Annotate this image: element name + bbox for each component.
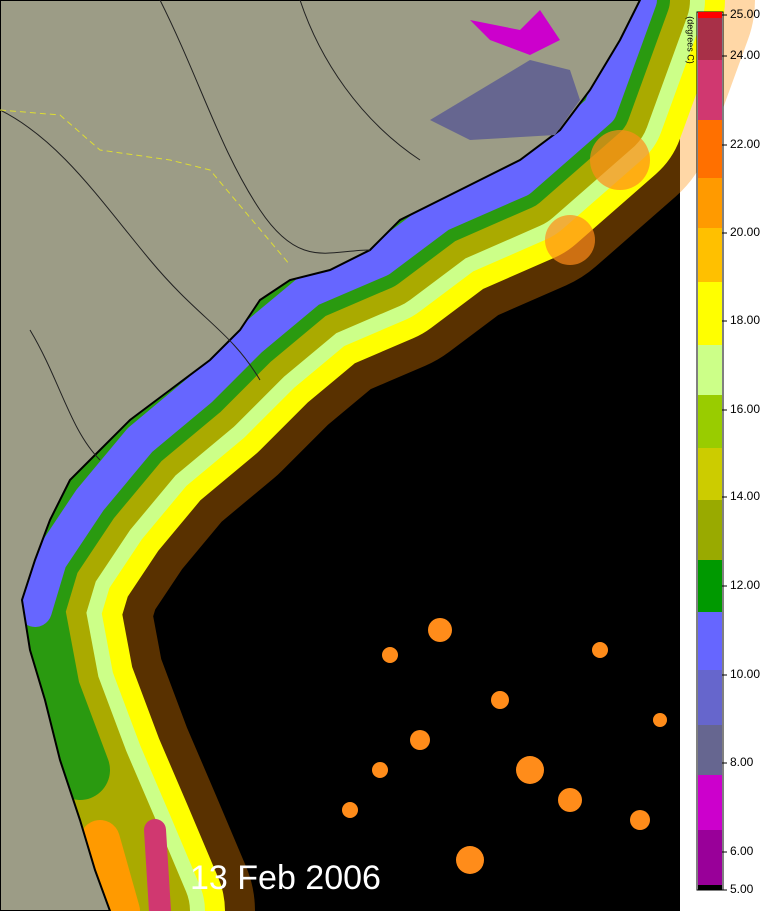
colorbar-swatch bbox=[698, 12, 722, 18]
colorbar-swatch bbox=[698, 345, 722, 395]
colorbar-swatch bbox=[698, 60, 722, 120]
colorbar-swatch bbox=[698, 178, 722, 228]
colorbar-tick-label: 8.00 bbox=[730, 755, 754, 769]
colorbar-swatch bbox=[698, 560, 722, 612]
rivers bbox=[0, 0, 421, 461]
colorbar-swatch bbox=[698, 282, 722, 345]
colorbar-swatch bbox=[698, 830, 722, 885]
colorbar-swatch bbox=[698, 775, 722, 830]
colorbar-tick-label: 12.00 bbox=[730, 578, 760, 592]
colorbar-swatch bbox=[698, 885, 722, 890]
colorbar-tick-label: 20.00 bbox=[730, 225, 760, 239]
colorbar-tick-label: 24.00 bbox=[730, 48, 760, 62]
sst-bands bbox=[0, 0, 755, 911]
warm-patches bbox=[342, 130, 667, 874]
colorbar-unit: (degrees C) bbox=[686, 16, 696, 64]
colorbar-tick-label: 14.00 bbox=[730, 489, 760, 503]
colorbar-tick-label: 25.00 bbox=[730, 7, 760, 21]
colorbar-tick-label: 10.00 bbox=[730, 667, 760, 681]
colorbar-tick-label: 5.00 bbox=[730, 882, 754, 896]
colorbar-swatch bbox=[698, 120, 722, 178]
state-border bbox=[0, 109, 291, 266]
bay bbox=[470, 10, 560, 55]
colorbar-swatch bbox=[698, 395, 722, 448]
colorbar-swatch bbox=[698, 448, 722, 500]
colorbar-swatch bbox=[698, 725, 722, 775]
land bbox=[0, 0, 642, 911]
colorbar-tick-label: 16.00 bbox=[730, 402, 760, 416]
colorbar-swatch bbox=[698, 612, 722, 670]
colorbar-swatch bbox=[698, 670, 722, 725]
colorbar-swatch bbox=[698, 18, 722, 60]
colorbar-swatch bbox=[698, 228, 722, 282]
sound bbox=[430, 60, 580, 140]
date-label: 13 Feb 2006 bbox=[190, 859, 381, 897]
colorbar-tick-label: 18.00 bbox=[730, 313, 760, 327]
colorbar-tick-label: 22.00 bbox=[730, 137, 760, 151]
colorbar-swatch bbox=[698, 500, 722, 560]
colorbar: 25.00 24.00 22.00 20.00 18.00 16.00 14.00 12.00… bbox=[696, 7, 760, 896]
colorbar-tick-label: 6.00 bbox=[730, 844, 754, 858]
